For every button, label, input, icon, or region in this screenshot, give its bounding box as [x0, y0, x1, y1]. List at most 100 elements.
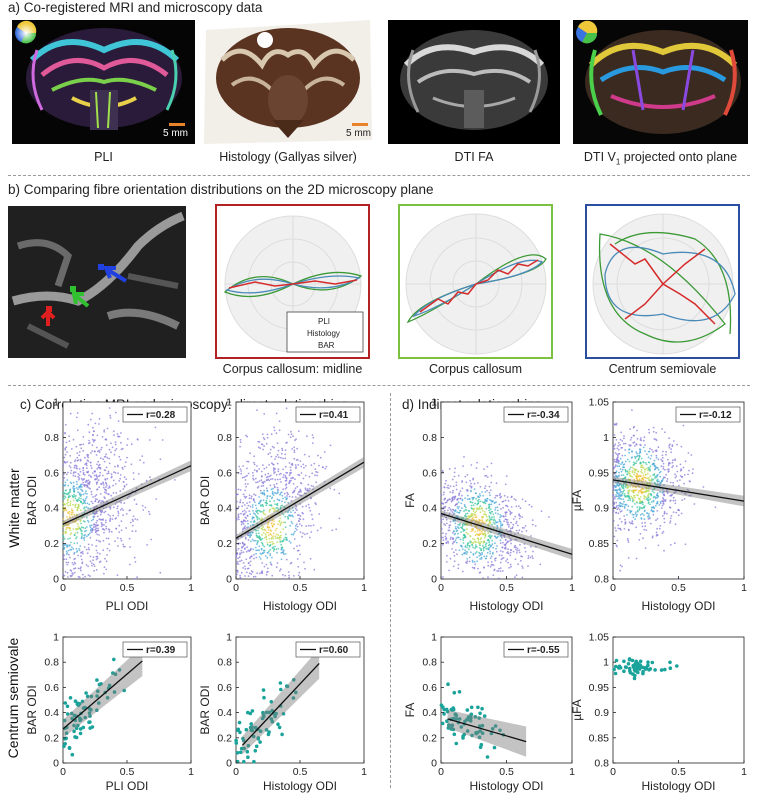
data-point — [629, 428, 631, 430]
data-point — [478, 506, 481, 509]
data-point — [448, 569, 450, 572]
data-point — [297, 430, 300, 432]
data-point — [69, 556, 71, 559]
data-point — [495, 550, 498, 553]
data-point — [619, 501, 621, 504]
data-point — [288, 495, 291, 498]
x-axis-label: PLI ODI — [106, 599, 149, 613]
data-point — [457, 567, 460, 570]
data-point — [505, 518, 508, 521]
data-point — [105, 492, 108, 495]
data-point — [93, 569, 95, 572]
data-point — [299, 515, 302, 517]
data-point — [78, 727, 83, 731]
data-point — [637, 458, 640, 461]
data-point — [518, 517, 521, 520]
data-point — [253, 501, 256, 503]
data-point — [661, 515, 664, 517]
data-point — [66, 571, 69, 574]
data-point — [445, 537, 447, 540]
data-point — [110, 494, 113, 497]
data-point — [445, 522, 448, 525]
data-point — [260, 571, 263, 574]
data-point — [306, 532, 309, 535]
data-point — [95, 545, 98, 547]
data-point — [235, 500, 238, 503]
data-point — [445, 516, 448, 519]
data-point — [502, 500, 505, 503]
data-point — [466, 551, 469, 553]
data-point — [313, 462, 316, 465]
plot-frame — [235, 636, 365, 764]
data-point — [479, 500, 482, 503]
data-point — [135, 487, 138, 490]
data-point — [624, 470, 627, 473]
data-point — [79, 545, 82, 547]
x-tick-label: 0 — [610, 582, 616, 594]
data-point — [617, 485, 620, 487]
data-point — [92, 518, 94, 521]
data-point — [654, 497, 657, 500]
data-point — [276, 486, 279, 489]
data-point — [76, 412, 79, 414]
data-point — [95, 446, 98, 449]
data-point — [258, 535, 261, 537]
data-point — [454, 518, 456, 521]
data-point — [250, 709, 255, 713]
data-point — [235, 488, 238, 491]
data-point — [496, 527, 498, 530]
data-point — [527, 565, 529, 567]
x-axis-label: Histology ODI — [469, 599, 543, 613]
data-point — [440, 721, 445, 726]
data-point — [96, 533, 98, 536]
data-point — [655, 483, 657, 486]
data-point — [476, 520, 478, 522]
data-point — [69, 412, 72, 415]
data-point — [492, 574, 495, 576]
data-point — [507, 551, 509, 553]
data-point — [548, 516, 550, 518]
data-point — [485, 515, 488, 518]
data-point — [98, 508, 101, 511]
data-point — [479, 558, 481, 560]
data-point — [612, 489, 615, 491]
data-point — [627, 492, 630, 495]
data-point — [466, 560, 469, 563]
data-point — [239, 577, 242, 580]
data-point — [119, 490, 122, 493]
data-point — [619, 490, 622, 492]
data-point — [68, 510, 71, 513]
data-point — [509, 549, 512, 551]
data-point — [488, 516, 491, 519]
data-point — [615, 544, 618, 547]
data-point — [67, 471, 69, 474]
data-point — [663, 512, 666, 515]
data-point — [634, 457, 637, 460]
data-point — [267, 472, 270, 475]
data-point — [76, 456, 79, 459]
data-point — [470, 464, 473, 466]
data-point — [622, 503, 624, 505]
data-point — [100, 525, 103, 528]
data-point — [628, 495, 630, 498]
data-point — [75, 528, 78, 531]
data-point — [74, 475, 77, 478]
data-point — [78, 468, 81, 470]
data-point — [478, 729, 483, 733]
data-point — [452, 690, 457, 695]
data-point — [249, 564, 252, 567]
data-point — [278, 681, 283, 685]
data-point — [263, 438, 266, 441]
data-point — [457, 690, 462, 694]
data-point — [446, 682, 450, 686]
data-point — [106, 472, 109, 475]
data-point — [517, 563, 519, 566]
data-point — [451, 478, 454, 481]
data-point — [116, 574, 119, 577]
data-point — [263, 413, 266, 415]
data-point — [500, 508, 502, 510]
data-point — [654, 505, 657, 507]
data-point — [86, 467, 88, 470]
data-point — [621, 494, 623, 497]
data-point — [514, 576, 516, 579]
